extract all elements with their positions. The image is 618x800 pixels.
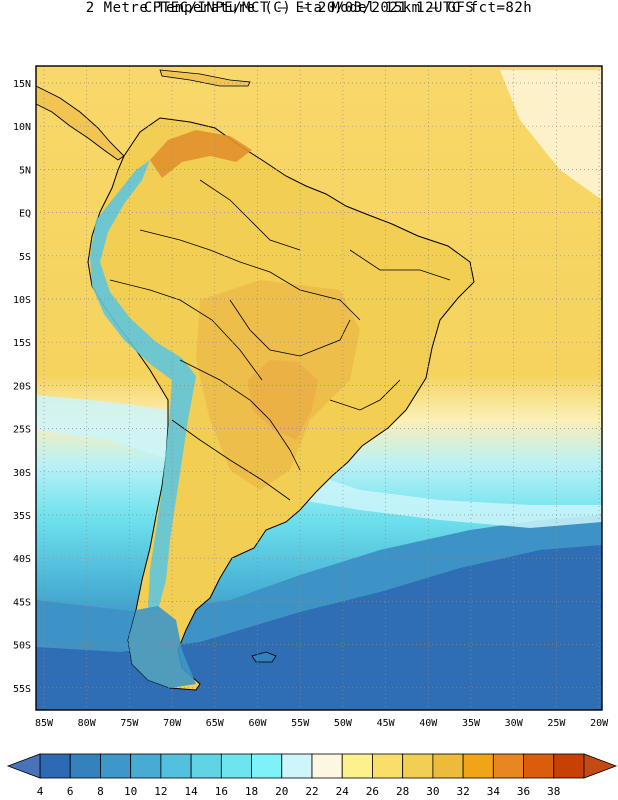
lat-label: EQ — [19, 209, 31, 220]
legend-color-box — [220, 753, 252, 779]
legend-arrow-high — [583, 753, 618, 779]
lon-label: 45W — [377, 718, 396, 729]
legend-color-box — [160, 753, 192, 779]
andes-cold-strip — [90, 160, 196, 610]
hot-venezuela — [150, 130, 252, 178]
cuba-hispaniola — [159, 69, 251, 87]
legend-color-box — [523, 753, 555, 779]
lon-label: 55W — [291, 718, 310, 729]
legend-color-box — [492, 753, 524, 779]
lon-label: 35W — [462, 718, 481, 729]
lon-label: 40W — [419, 718, 438, 729]
legend-tick: 32 — [456, 785, 469, 798]
legend-color-box — [432, 753, 464, 779]
lat-label: 10N — [13, 122, 31, 133]
legend-color-box — [251, 753, 283, 779]
lat-label: 35S — [13, 511, 31, 522]
lat-label: 10S — [13, 295, 31, 306]
legend-tick: 36 — [517, 785, 530, 798]
title-line-2: 2 Metre Temperature (C) – 20/03/2021 12U… — [85, 0, 533, 16]
lat-label: 5N — [19, 165, 31, 176]
lat-label: 50S — [13, 641, 31, 652]
warm-interior — [196, 280, 360, 490]
legend-tick: 26 — [366, 785, 379, 798]
legend-color-box — [281, 753, 313, 779]
lon-label: 25W — [547, 718, 566, 729]
legend-color-box — [372, 753, 404, 779]
legend-tick: 4 — [37, 785, 44, 798]
legend-color-box — [130, 753, 162, 779]
legend-color-box — [402, 753, 434, 779]
legend-tick: 8 — [97, 785, 104, 798]
legend-color-box — [311, 753, 343, 779]
country-borders — [109, 179, 451, 501]
legend-arrow-low — [6, 753, 41, 779]
legend-tick: 20 — [275, 785, 288, 798]
lat-label: 55S — [13, 684, 31, 695]
legend-tick: 38 — [547, 785, 560, 798]
lon-label: 80W — [78, 718, 97, 729]
legend-color-box — [341, 753, 373, 779]
lat-label: 20S — [13, 381, 31, 392]
lon-label: 60W — [248, 718, 267, 729]
lat-label: 25S — [13, 425, 31, 436]
legend-color-box — [69, 753, 101, 779]
lat-label: 30S — [13, 468, 31, 479]
lon-label: 65W — [206, 718, 225, 729]
lat-label: 15N — [13, 79, 31, 90]
patagonia-cold — [128, 606, 196, 688]
lat-label: 5S — [19, 252, 31, 263]
falkland-islands — [251, 651, 277, 663]
legend-tick: 16 — [215, 785, 228, 798]
lat-label: 15S — [13, 338, 31, 349]
graticule — [36, 66, 602, 710]
lon-label: 30W — [505, 718, 524, 729]
lon-label: 75W — [120, 718, 139, 729]
legend-tick-labels: 4 6 8 10 12 14 16 18 20 22 24 26 28 30 3… — [37, 785, 561, 798]
legend-color-box — [553, 753, 585, 779]
lon-label: 70W — [163, 718, 182, 729]
axis-labels: 85W 80W 75W 70W 65W 60W 55W 50W 45W 40W … — [13, 79, 609, 729]
central-america-land — [36, 85, 125, 161]
legend-tick: 12 — [154, 785, 167, 798]
legend-tick: 18 — [245, 785, 258, 798]
color-legend-boxes — [39, 753, 585, 779]
legend-color-box — [100, 753, 132, 779]
legend-tick: 34 — [487, 785, 501, 798]
warm-atlantic-patch — [500, 70, 602, 200]
legend-tick: 14 — [184, 785, 198, 798]
legend-tick: 28 — [396, 785, 409, 798]
legend-tick: 10 — [124, 785, 137, 798]
legend-tick: 24 — [336, 785, 350, 798]
legend-tick: 22 — [305, 785, 318, 798]
title-line-1: CPTEC/INPE/MCT – Eta Model 15km – GFS — [143, 0, 475, 16]
legend-color-box — [462, 753, 494, 779]
legend-color-box — [39, 753, 71, 779]
lat-label: 45S — [13, 597, 31, 608]
lon-label: 50W — [334, 718, 353, 729]
legend-tick: 30 — [426, 785, 439, 798]
lon-label: 20W — [590, 718, 609, 729]
lon-label: 85W — [35, 718, 54, 729]
lat-label: 40S — [13, 554, 31, 565]
legend-tick: 6 — [67, 785, 74, 798]
legend-color-box — [190, 753, 222, 779]
map-frame — [35, 65, 603, 711]
